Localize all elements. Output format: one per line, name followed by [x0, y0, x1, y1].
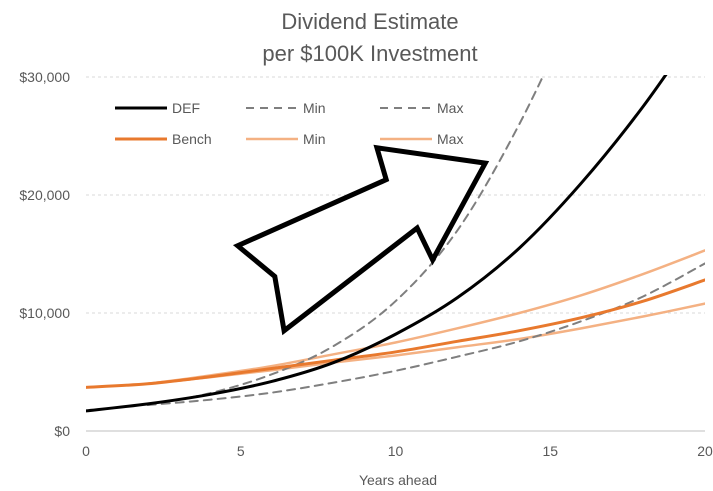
legend-label: DEF: [172, 100, 200, 116]
x-axis-title: Years ahead: [359, 472, 437, 488]
y-tick-label: $0: [54, 423, 70, 439]
series-lines: [86, 75, 705, 413]
y-tick-label: $10,000: [19, 305, 70, 321]
series-line-min: [146, 262, 705, 407]
legend-label: Max: [437, 131, 463, 147]
legend-label: Max: [437, 100, 463, 116]
y-tick-label: $20,000: [19, 187, 70, 203]
gridlines: [86, 76, 705, 432]
series-line-bench: [86, 278, 705, 389]
legend-label: Min: [303, 131, 326, 147]
series-line-max: [146, 75, 545, 407]
legend: DEF Min Max Bench Min Max: [115, 100, 463, 147]
y-axis-ticks: $0 $10,000 $20,000 $30,000: [19, 69, 70, 439]
legend-label: Min: [303, 100, 326, 116]
series-line-def: [86, 75, 668, 413]
series-line-max: [146, 249, 705, 386]
y-tick-label: $30,000: [19, 69, 70, 85]
x-tick-label: 0: [82, 443, 90, 459]
x-tick-label: 15: [542, 443, 558, 459]
x-tick-label: 5: [237, 443, 245, 459]
legend-label: Bench: [172, 131, 212, 147]
x-tick-label: 10: [388, 443, 404, 459]
annotations: [232, 144, 490, 336]
chart-title: Dividend Estimate: [281, 9, 458, 34]
x-tick-label: 20: [697, 443, 713, 459]
x-axis-ticks: 0 5 10 15 20: [82, 443, 713, 459]
chart-subtitle: per $100K Investment: [262, 41, 477, 66]
trend-arrow: [232, 144, 490, 336]
